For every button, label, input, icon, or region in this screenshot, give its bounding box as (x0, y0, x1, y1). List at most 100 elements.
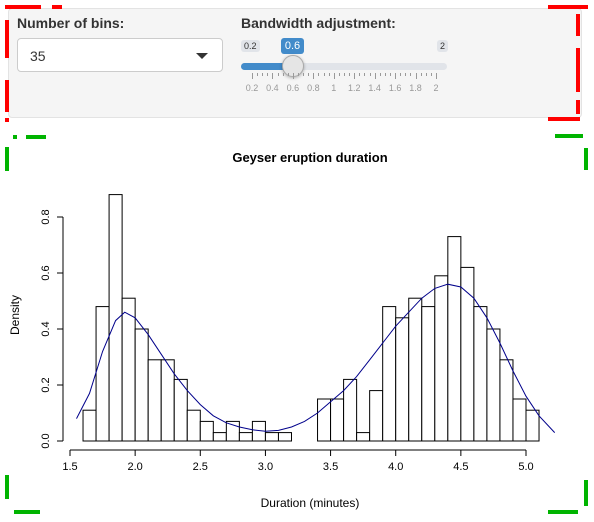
x-axis-tick-label: 3.0 (258, 461, 273, 473)
histogram-bar (512, 398, 527, 442)
annotation-dash (5, 118, 9, 122)
slider-grid-tick (252, 73, 253, 79)
histogram-bar (330, 398, 345, 442)
slider-grid-minor-tick (359, 73, 361, 76)
histogram-bar (82, 409, 97, 442)
y-axis-label: Density (8, 295, 22, 335)
slider-grid-tick (436, 73, 437, 79)
annotation-dash (584, 480, 588, 506)
x-axis-tick-label: 2.5 (193, 461, 208, 473)
slider-grid-label: 0.8 (307, 83, 320, 93)
histogram-bar (147, 359, 162, 442)
slider-grid-minor-tick (308, 73, 310, 76)
annotation-dash (5, 5, 41, 9)
slider-grid-label: 1.8 (409, 83, 422, 93)
slider-grid-label: 0.4 (266, 83, 279, 93)
histogram-bar (277, 432, 292, 442)
histogram-bar (460, 266, 475, 442)
y-axis-tick-label: 0.6 (40, 265, 52, 280)
histogram-bar (395, 317, 410, 442)
slider-grid-minor-tick (318, 73, 320, 76)
bins-select-value: 35 (30, 48, 46, 64)
x-axis-tick-label: 4.5 (453, 461, 468, 473)
slider-grid-minor-tick (379, 73, 381, 76)
chart-title: Geyser eruption duration (232, 150, 387, 165)
histogram-bar (382, 306, 397, 442)
slider-grid-minor-tick (267, 73, 269, 76)
histogram-bar (317, 398, 332, 442)
y-axis-tick-label: 0.4 (40, 321, 52, 336)
annotation-dash (14, 510, 40, 514)
y-axis-tick-label: 0.8 (40, 209, 52, 224)
annotation-dash (576, 14, 580, 36)
annotation-dash (548, 5, 588, 9)
histogram-bars (82, 194, 540, 442)
slider-grid-tick (292, 73, 294, 79)
slider-grid-minor-tick (328, 73, 330, 76)
slider-grid-minor-tick (390, 73, 391, 76)
slider-grid-tick (313, 73, 315, 79)
slider-grid-minor-tick (405, 73, 407, 76)
annotation-dash (548, 117, 580, 121)
histogram-bar (160, 359, 175, 442)
histogram-bar (408, 297, 423, 442)
histogram-bar (238, 432, 253, 442)
slider-grid-tick (272, 73, 274, 79)
slider-grid-minor-tick (420, 73, 422, 76)
slider-grid-minor-tick (338, 73, 340, 76)
histogram-bar (343, 378, 358, 442)
x-axis-tick-label: 3.5 (323, 461, 338, 473)
slider-grid-minor-tick (282, 73, 284, 76)
histogram-bar (225, 420, 240, 442)
slider-grid-tick (354, 73, 356, 79)
histogram-bar (434, 275, 449, 442)
slider-grid-minor-tick (364, 73, 366, 76)
slider-grid-minor-tick (425, 73, 427, 76)
slider-grid-minor-tick (384, 73, 386, 76)
slider-grid-tick (333, 73, 335, 79)
slider-grid-minor-tick (410, 73, 412, 76)
histogram-bar (486, 328, 501, 442)
histogram-bar (525, 409, 540, 442)
slider-grid-minor-tick (262, 73, 264, 76)
density-curve (76, 283, 556, 433)
chevron-down-icon[interactable] (196, 53, 208, 59)
slider-grid-minor-tick (323, 73, 325, 76)
slider-grid-label: 1.2 (347, 83, 361, 93)
slider-grid-label: 0.6 (286, 83, 300, 93)
annotation-dash (5, 147, 9, 171)
slider-grid-minor-tick (349, 73, 351, 76)
slider-min-label: 0.2 (241, 40, 260, 52)
slider-grid-minor-tick (257, 73, 259, 76)
y-axis-tick-label: 0.0 (40, 433, 52, 448)
annotation-dash (576, 48, 580, 92)
histogram-bar (134, 328, 149, 442)
slider-max-label: 2 (437, 40, 449, 52)
histogram-bar (108, 194, 123, 442)
bandwidth-label: Bandwidth adjustment: (241, 15, 396, 31)
histogram-bar (212, 432, 227, 442)
slider-grid-minor-tick (369, 73, 371, 76)
slider-grid-minor-tick (303, 73, 305, 76)
annotation-dash (5, 80, 9, 112)
bins-select[interactable]: 35 (17, 38, 223, 72)
slider-track-fill[interactable] (241, 63, 293, 70)
histogram-bar (369, 390, 384, 442)
annotation-dash (5, 475, 9, 499)
histogram-bar (473, 306, 488, 442)
x-axis-tick-label: 5.0 (518, 461, 533, 473)
histogram-bar (95, 306, 110, 442)
histogram-bar (199, 420, 214, 442)
annotation-dash (584, 148, 588, 170)
annotation-dash (576, 100, 580, 114)
histogram-bar (121, 297, 136, 442)
slider-grid-minor-tick (277, 73, 279, 76)
slider-track[interactable] (241, 63, 447, 70)
annotation-dash (555, 134, 583, 138)
annotation-dash (548, 510, 578, 514)
x-axis-tick-label: 2.0 (127, 461, 142, 473)
x-axis-tick-label: 1.5 (62, 461, 77, 473)
annotation-dash (13, 135, 17, 139)
slider-value-label: 0.6 (280, 38, 305, 54)
